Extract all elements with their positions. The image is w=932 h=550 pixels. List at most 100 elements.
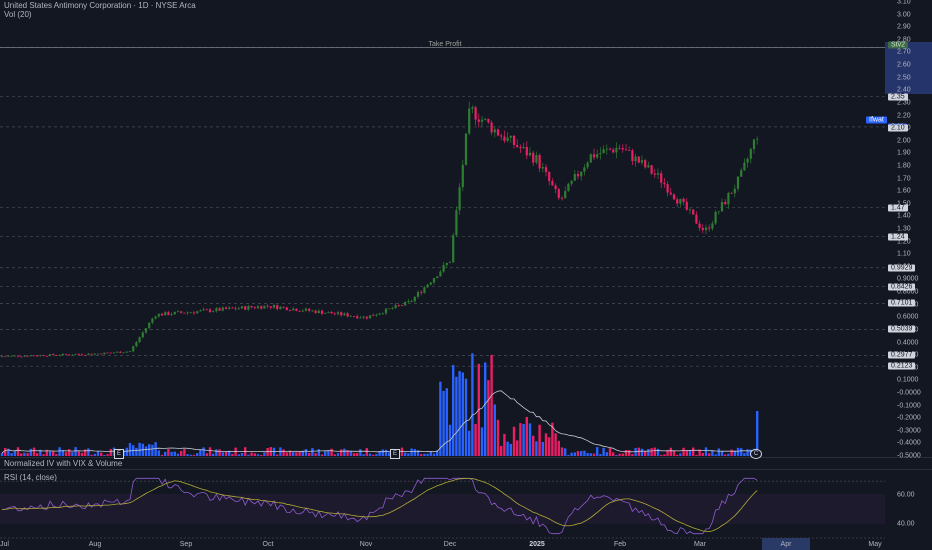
volume-bar: [365, 448, 368, 456]
candle-body: [400, 305, 404, 307]
earnings-marker[interactable]: E: [114, 449, 124, 459]
candle-body: [634, 156, 637, 162]
candle-body: [42, 355, 45, 356]
volume-bar: [90, 454, 93, 456]
volume-bar: [224, 451, 228, 456]
volume-bar: [516, 440, 519, 456]
volume-bar: [295, 452, 298, 456]
volume-bar: [256, 454, 260, 456]
volume-bar: [493, 404, 496, 456]
candle-body: [624, 149, 628, 151]
price-axis-tick: 1.90: [897, 149, 911, 157]
take-profit-label[interactable]: Take Profit: [428, 41, 462, 48]
candle-body: [202, 309, 205, 311]
pane-divider[interactable]: [0, 457, 932, 458]
volume-bar: [740, 448, 743, 456]
earnings-marker[interactable]: E: [390, 449, 400, 459]
volume-bar: [644, 451, 647, 456]
volume-bar: [285, 452, 288, 456]
volume-bar: [541, 441, 544, 456]
volume-bar: [164, 451, 167, 456]
candle-body: [36, 355, 39, 357]
volume-bar: [218, 449, 221, 456]
symbol-title[interactable]: United States Antimony Corporation · 1D …: [4, 1, 196, 10]
candle-body: [730, 192, 733, 194]
candle-body: [506, 137, 509, 141]
volume-bar: [429, 451, 432, 456]
volume-bar: [183, 449, 186, 456]
candle-body: [720, 201, 724, 212]
candle-body: [48, 354, 52, 356]
candle-body: [493, 129, 496, 133]
volume-bar: [125, 447, 128, 456]
take-profit-tag[interactable]: Stv2: [888, 41, 909, 49]
volume-bar: [695, 454, 698, 456]
price-axis-tick: 1.20: [897, 238, 911, 246]
candle-body: [308, 308, 311, 311]
candle-body: [522, 146, 525, 149]
candle-body: [55, 355, 58, 356]
candle-body: [628, 150, 631, 151]
volume-ma-line: [1, 390, 758, 454]
volume-bar: [506, 441, 509, 456]
candle-body: [413, 296, 416, 302]
candle-body: [64, 353, 68, 355]
current-marker[interactable]: C: [750, 449, 762, 459]
volume-bar: [701, 452, 704, 456]
volume-bar: [349, 451, 352, 456]
time-axis-label: Mar: [693, 541, 707, 548]
volume-bar: [656, 448, 660, 456]
candle-body: [666, 184, 669, 193]
volume-bar: [400, 447, 404, 456]
volume-bar: [464, 378, 468, 456]
volume-bar: [682, 447, 685, 456]
candle-body: [103, 352, 106, 355]
candle-body: [429, 282, 432, 285]
candle-body: [695, 214, 698, 224]
candle-body: [384, 308, 388, 314]
candle-body: [717, 211, 720, 213]
candle-body: [682, 198, 685, 202]
volume-bar: [666, 449, 669, 456]
candle-body: [292, 308, 295, 311]
volume-bar: [61, 449, 64, 456]
pane-divider[interactable]: [0, 469, 932, 470]
volume-bar: [538, 424, 541, 456]
volume-bar: [596, 447, 599, 456]
volume-bar: [698, 449, 701, 456]
candle-body: [266, 305, 269, 307]
candle-body: [228, 307, 231, 309]
candle-body: [362, 316, 365, 318]
volume-bar: [410, 448, 413, 456]
candle-body: [250, 306, 253, 308]
candle-body: [439, 271, 442, 277]
volume-bar: [724, 454, 727, 456]
candle-body: [756, 138, 759, 140]
candle-body: [141, 332, 144, 338]
candle-body: [500, 135, 503, 137]
candle-body: [621, 148, 624, 150]
volume-bar: [157, 450, 160, 456]
price-axis-tick: -0.1000: [897, 402, 921, 410]
candle-body: [596, 154, 599, 158]
volume-bar: [180, 450, 183, 456]
volume-bar: [228, 450, 231, 456]
volume-bar: [173, 451, 176, 456]
price-axis-tick: 2.70: [897, 48, 911, 56]
rsi-pane-label[interactable]: RSI (14, close): [4, 473, 57, 482]
candle-body: [567, 183, 570, 192]
volume-bar: [327, 451, 330, 456]
candle-body: [423, 287, 426, 293]
volume-bar: [519, 423, 522, 456]
candle-body: [615, 147, 618, 153]
candle-body: [436, 276, 439, 279]
volume-bar: [717, 448, 720, 456]
volume-bar: [52, 451, 55, 456]
price-axis-tick: -0.0000: [897, 389, 921, 397]
iv-pane-label[interactable]: Normalized IV with VIX & Volume: [4, 459, 123, 468]
candle-body: [173, 311, 176, 315]
volume-bar: [490, 354, 493, 456]
volume-legend[interactable]: Vol (20): [4, 10, 32, 19]
candle-body: [84, 354, 87, 356]
